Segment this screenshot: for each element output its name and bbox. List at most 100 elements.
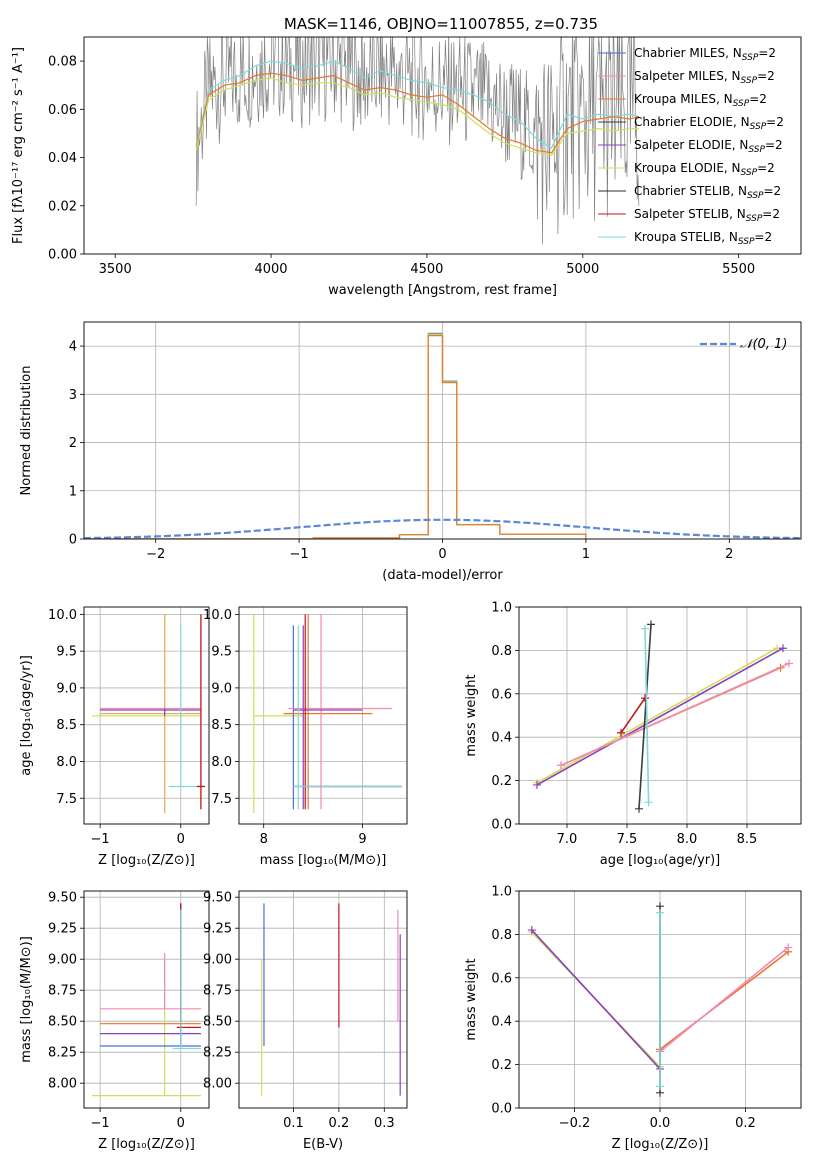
axes-frame <box>238 606 408 825</box>
x-axis-label: age [log₁₀(age/yr)] <box>600 853 721 868</box>
y-axis-label: mass [log₁₀(M/M⊙)] <box>19 936 34 1063</box>
x-axis-label: Z [log₁₀(Z/Z⊙)] <box>612 1137 709 1152</box>
plot-area-weight_vs_age <box>533 620 793 813</box>
x-tick-label: 0.3 <box>374 1116 395 1131</box>
x-tick-label: 8.0 <box>677 832 698 847</box>
y-tick-label: 10.0 <box>48 608 77 623</box>
x-tick-label: 1 <box>582 547 590 562</box>
legend-entry: Salpeter STELIB, NSSP=2 <box>634 207 780 224</box>
x-tick-label: −2 <box>146 547 165 562</box>
series-marker <box>656 1082 664 1091</box>
x-tick-label: 2 <box>725 547 733 562</box>
axes-weight_vs_age: 7.0 7.5 8.0 8.5 0.0 0.2 0.4 0.6 0.8 1.0 age [log₁₀… <box>464 601 802 868</box>
x-tick-label: −0.2 <box>559 1116 591 1131</box>
model-spectrum-line <box>195 72 640 154</box>
y-tick-label: 0.2 <box>491 774 512 789</box>
y-tick-label: 9.5 <box>56 645 77 660</box>
legend-entry: Kroupa STELIB, NSSP=2 <box>634 230 772 247</box>
x-tick-label: −1 <box>91 832 110 847</box>
axes-frame <box>83 890 210 1109</box>
errorbar-point <box>172 909 201 1050</box>
series-marker <box>784 943 793 952</box>
y-tick-label: 4 <box>69 340 77 355</box>
y-tick-label: 8.00 <box>203 1077 232 1092</box>
y-tick-label: 0.06 <box>48 103 77 118</box>
axes-mass_vs_Z: −1 0 8.00 8.25 8.50 8.75 9.00 9.25 9.50 Z [log₁₀(… <box>19 890 210 1152</box>
y-tick-label: 9.0 <box>211 681 232 696</box>
x-axis-label: wavelength [Angstrom, rest frame] <box>328 283 557 298</box>
series-marker <box>527 926 536 935</box>
y-axis-label: mass weight <box>464 674 479 756</box>
x-axis-label: Z [log₁₀(Z/Z⊙)] <box>98 1137 195 1152</box>
plot-area-weight_vs_Z <box>527 902 793 1097</box>
x-tick-label: 0 <box>438 547 446 562</box>
y-tick-label: 9.00 <box>48 953 77 968</box>
axes-frame <box>238 890 408 1109</box>
y-tick-label: 0.0 <box>491 818 512 833</box>
axes-frame <box>83 321 802 540</box>
y-tick-label: 8.50 <box>48 1015 77 1030</box>
series-marker <box>557 761 565 770</box>
plot-area-spectrum <box>195 37 640 245</box>
y-tick-label: 1.0 <box>491 601 512 616</box>
plot-area-mass_vs_EBV <box>261 903 401 1096</box>
y-tick-label: 0.4 <box>491 1015 512 1030</box>
weight-series <box>617 694 649 737</box>
x-axis-label: mass [log₁₀(M/M⊙)] <box>260 853 387 868</box>
x-tick-label: 0.0 <box>650 1116 671 1131</box>
axes-frame <box>83 606 210 825</box>
y-tick-label: 8.75 <box>48 984 77 999</box>
y-tick-label: 8.0 <box>56 755 77 770</box>
y-tick-label: 8.25 <box>48 1046 77 1061</box>
plot-area-mass_vs_Z <box>92 903 201 1097</box>
axes-age_vs_Z: −1 0 7.5 8.0 8.5 9.0 9.5 10.0 Z [log₁₀(Z/Z⊙)] age… <box>19 606 210 868</box>
y-tick-label: 10.0 <box>203 608 232 623</box>
y-tick-label: 0.08 <box>48 55 77 70</box>
y-tick-label: 0.0 <box>491 1102 512 1117</box>
y-tick-label: 0.2 <box>491 1058 512 1073</box>
weight-series <box>557 659 793 770</box>
x-tick-label: 7.0 <box>557 832 578 847</box>
x-tick-label: 4000 <box>254 262 287 277</box>
y-tick-label: 8.50 <box>203 1015 232 1030</box>
y-tick-label: 7.5 <box>211 792 232 807</box>
figure-title: MASK=1146, OBJNO=11007855, z=0.735 <box>284 15 598 33</box>
y-tick-label: 9.00 <box>203 953 232 968</box>
series-marker <box>779 644 787 653</box>
y-tick-label: 0 <box>69 533 77 548</box>
y-tick-label: 9.25 <box>203 922 232 937</box>
y-tick-label: 8.5 <box>56 718 77 733</box>
x-tick-label: 8.5 <box>737 832 758 847</box>
errorbar-point <box>100 708 201 716</box>
x-tick-label: 0.2 <box>735 1116 756 1131</box>
plot-area-age_vs_Z <box>92 614 205 813</box>
y-tick-label: 9.5 <box>211 645 232 660</box>
y-tick-label: 0.8 <box>491 928 512 943</box>
legend-entry: Kroupa ELODIE, NSSP=2 <box>634 161 775 178</box>
x-tick-label: 3500 <box>99 262 132 277</box>
weight-series <box>656 908 664 1091</box>
y-tick-label: 8.0 <box>211 755 232 770</box>
legend-entry: Chabrier ELODIE, NSSP=2 <box>634 115 784 132</box>
model-spectrum-line <box>195 77 639 156</box>
plot-area-age_vs_mass <box>253 614 403 813</box>
series-line <box>659 951 789 1051</box>
y-tick-label: 8.5 <box>211 718 232 733</box>
x-tick-label: 9 <box>358 832 366 847</box>
y-tick-label: 2 <box>69 436 77 451</box>
errorbar-point <box>293 625 403 810</box>
legend-entry: 𝒩(0, 1) <box>740 337 787 352</box>
axes-age_vs_mass: 8 9 7.5 8.0 8.5 9.0 9.5 10.0 mass [log₁₀(M/M⊙)] <box>203 606 408 868</box>
y-axis-label: age [log₁₀(age/yr)] <box>19 655 34 776</box>
legend-entry: Chabrier STELIB, NSSP=2 <box>634 184 781 201</box>
series-line <box>620 697 646 734</box>
y-tick-label: 0.8 <box>491 644 512 659</box>
x-tick-label: 7.5 <box>617 832 638 847</box>
series-marker <box>656 908 664 917</box>
axes-frame <box>518 606 802 825</box>
legend-entry: Chabrier MILES, NSSP=2 <box>634 46 776 63</box>
x-tick-label: 0 <box>177 1116 185 1131</box>
y-tick-label: 0.02 <box>48 199 77 214</box>
y-tick-label: 9.0 <box>56 681 77 696</box>
